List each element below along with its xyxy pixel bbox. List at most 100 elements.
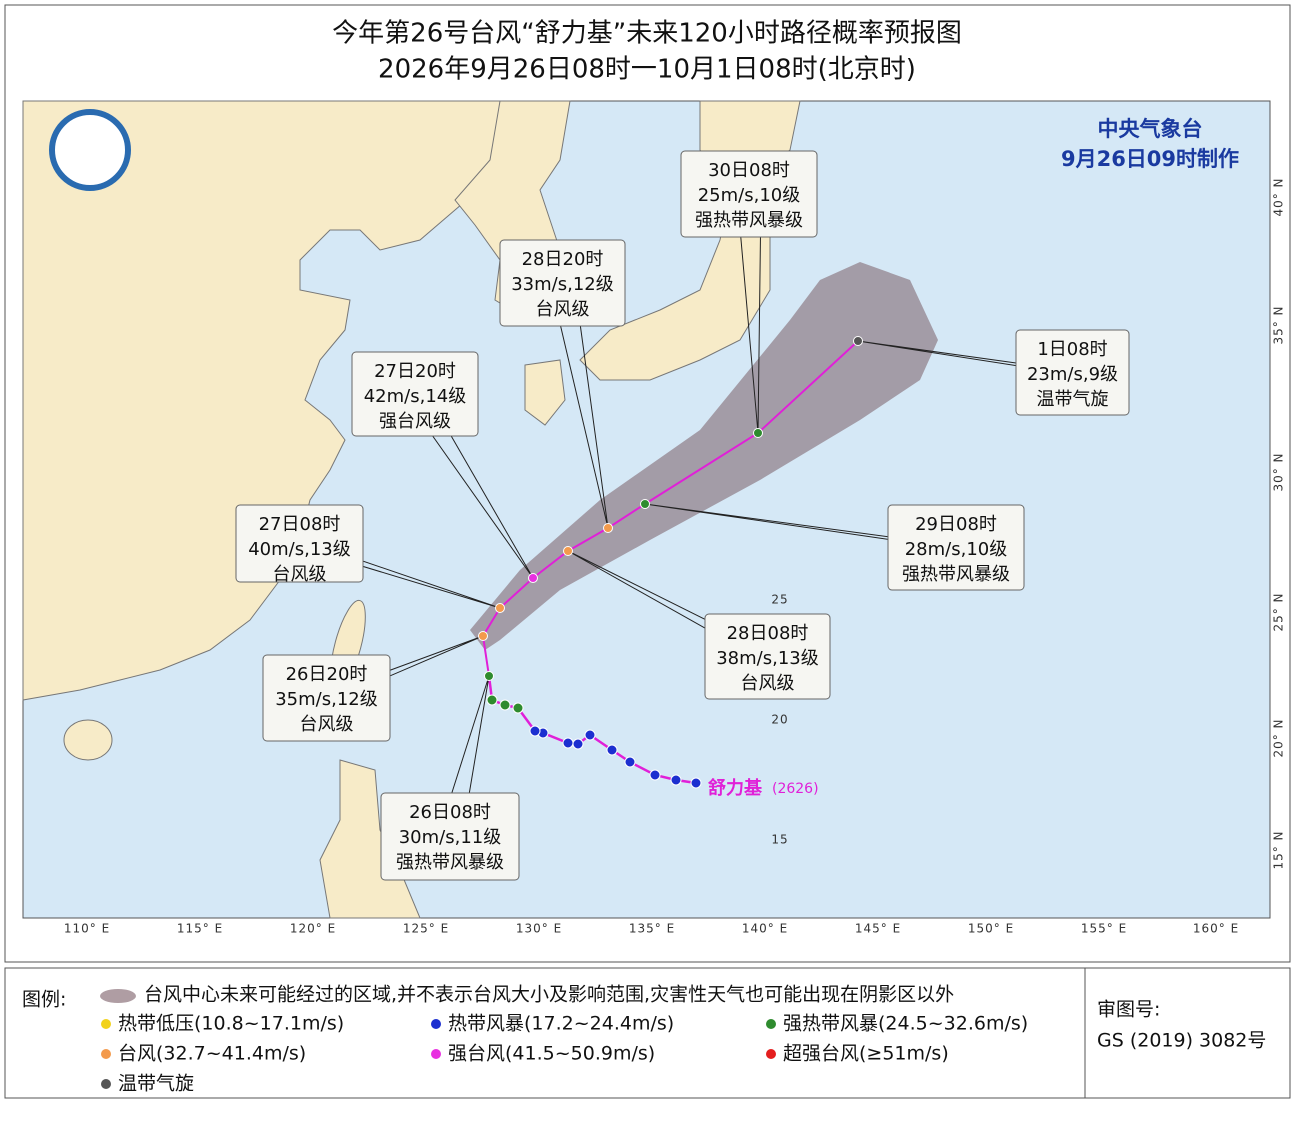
storm-name: 舒力基 (708, 777, 763, 799)
callout-time: 27日20时 (374, 361, 456, 382)
past-point (562, 737, 574, 749)
legend-cone: 台风中心未来可能经过的区域,并不表示台风大小及影响范围,灾害性天气也可能出现在阴… (144, 984, 954, 1006)
track-point (603, 523, 613, 533)
callout-wind: 23m/s,9级 (1027, 364, 1118, 385)
callout-box (262, 654, 391, 742)
track-point (528, 573, 538, 583)
track-point (753, 428, 763, 438)
callout-box (235, 504, 364, 583)
callout-category: 台风级 (741, 673, 795, 694)
legend-swatch (766, 1019, 776, 1029)
latitude-label: 40° N (1272, 177, 1286, 216)
callout-wind: 38m/s,13级 (716, 648, 819, 669)
storm-code: (2626) (772, 781, 819, 797)
past-point (690, 777, 702, 789)
latitude-label: 30° N (1272, 452, 1286, 491)
past-point (572, 738, 584, 750)
callout-box (704, 613, 831, 700)
legend-swatch (101, 1079, 111, 1089)
grid-label: 20 (771, 713, 788, 727)
past-point (486, 694, 498, 706)
longitude-label: 125° E (403, 922, 449, 936)
callout-time: 1日08时 (1037, 339, 1107, 360)
longitude-label: 115° E (177, 922, 223, 936)
callout-category: 强台风级 (379, 411, 451, 432)
track-point (563, 546, 573, 556)
approval-number: GS (2019) 3082号 (1097, 1030, 1266, 1052)
callout-time: 29日08时 (915, 514, 997, 535)
callout-time: 30日08时 (708, 160, 790, 181)
callout-box (887, 504, 1025, 591)
track-point (484, 671, 494, 681)
callout-category: 台风级 (273, 564, 327, 585)
past-point (529, 725, 541, 737)
logo (49, 109, 131, 191)
past-point (512, 702, 524, 714)
grid-label: 15 (771, 833, 788, 847)
legend-swatch (101, 1049, 111, 1059)
callout-wind: 28m/s,10级 (905, 539, 1008, 560)
callout-category: 台风级 (536, 299, 590, 320)
legend-label: 强台风(41.5~50.9m/s) (448, 1043, 655, 1065)
longitude-label: 120° E (290, 922, 336, 936)
latitude-label: 15° N (1272, 830, 1286, 869)
callout-box (499, 239, 626, 327)
legend-label: 强热带风暴(24.5~32.6m/s) (783, 1013, 1028, 1035)
callout-time: 26日08时 (409, 802, 491, 823)
callout-box (380, 792, 520, 881)
longitude-label: 155° E (1081, 922, 1127, 936)
callout-wind: 40m/s,13级 (248, 539, 351, 560)
approval-label: 审图号: (1097, 999, 1160, 1021)
legend-label: 台风(32.7~41.4m/s) (118, 1043, 306, 1065)
track-point (495, 603, 505, 613)
past-point (670, 774, 682, 786)
longitude-label: 160° E (1193, 922, 1239, 936)
longitude-label: 110° E (64, 922, 110, 936)
longitude-label: 140° E (742, 922, 788, 936)
callout-box (1015, 329, 1130, 416)
past-point (499, 699, 511, 711)
callout-category: 强热带风暴级 (695, 210, 803, 231)
land (524, 359, 566, 426)
longitude-label: 145° E (855, 922, 901, 936)
land (63, 719, 113, 761)
callout-wind: 30m/s,11级 (399, 827, 502, 848)
latitude-label: 20° N (1272, 718, 1286, 757)
legend-label: 温带气旋 (118, 1073, 194, 1095)
past-point (649, 769, 661, 781)
legend-swatch (431, 1049, 441, 1059)
longitude-label: 135° E (629, 922, 675, 936)
legend-swatch (431, 1019, 441, 1029)
title: 今年第26号台风“舒力基”未来120小时路径概率预报图 (332, 19, 962, 49)
past-point (584, 729, 596, 741)
legend-label: 热带风暴(17.2~24.4m/s) (448, 1013, 674, 1035)
callout-time: 27日08时 (259, 514, 341, 535)
past-point (606, 744, 618, 756)
callout-category: 台风级 (300, 714, 354, 735)
subtitle: 2026年9月26日08时一10月1日08时(北京时) (378, 55, 916, 85)
track-point (853, 336, 863, 346)
track-point (478, 631, 488, 641)
callout-wind: 42m/s,14级 (364, 386, 467, 407)
legend-swatch (101, 1019, 111, 1029)
callout-category: 温带气旋 (1037, 389, 1109, 410)
legend-swatch (766, 1049, 776, 1059)
legend-title: 图例: (22, 989, 66, 1011)
latitude-label: 25° N (1272, 592, 1286, 631)
track-point (640, 499, 650, 509)
callout-time: 28日08时 (727, 623, 809, 644)
longitude-label: 130° E (516, 922, 562, 936)
issue-time: 9月26日09时制作 (1061, 147, 1239, 171)
map (22, 100, 1271, 919)
callout-category: 强热带风暴级 (396, 852, 504, 873)
callout-category: 强热带风暴级 (902, 564, 1010, 585)
callout-wind: 35m/s,12级 (275, 689, 378, 710)
legend-cone-icon (100, 989, 136, 1003)
forecast-cone (470, 262, 938, 650)
callout-box (680, 150, 818, 238)
callout-wind: 25m/s,10级 (698, 185, 801, 206)
agency: 中央气象台 (1098, 117, 1203, 141)
latitude-label: 35° N (1272, 305, 1286, 344)
callout-box (351, 351, 479, 437)
